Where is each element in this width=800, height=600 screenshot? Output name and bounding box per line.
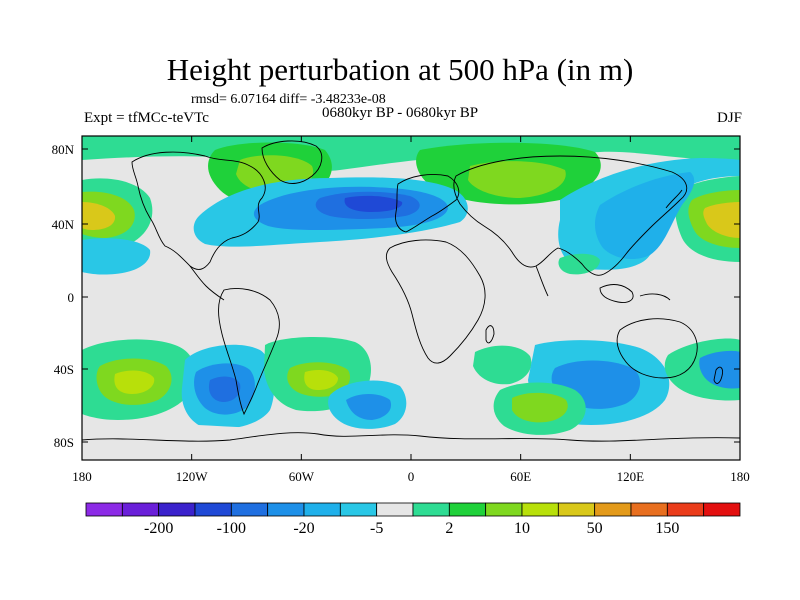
colorbar-label: 2 bbox=[445, 520, 453, 537]
colorbar bbox=[85, 502, 741, 517]
colorbar-label: 50 bbox=[587, 520, 603, 537]
contour-band-satlantic-deep bbox=[304, 370, 338, 390]
coast-australia bbox=[616, 318, 698, 379]
contour-band-siberia-strong bbox=[468, 161, 566, 198]
coast-new-guinea bbox=[639, 293, 671, 301]
lon-tick-label: 180 bbox=[730, 469, 750, 484]
colorbar-swatch bbox=[303, 502, 341, 517]
contour-band-npacific-negative-mid bbox=[594, 172, 695, 260]
colorbar-label: -200 bbox=[144, 520, 173, 537]
contour-band-aus-neg bbox=[699, 350, 740, 389]
colorbar-swatch bbox=[230, 502, 269, 517]
colorbar-swatch bbox=[121, 502, 160, 517]
contour-band-pacific-weak-neg bbox=[82, 238, 151, 275]
plot-title: Height perturbation at 500 hPa (in m) bbox=[166, 52, 634, 87]
lat-tick-label: 40N bbox=[52, 217, 75, 232]
colorbar-swatch bbox=[267, 502, 305, 517]
colorbar-swatch bbox=[557, 502, 596, 517]
contour-band-npacific-east-deepest bbox=[703, 202, 740, 238]
colorbar-swatch bbox=[485, 502, 523, 517]
lon-tick-label: 180 bbox=[72, 469, 92, 484]
stats-line: rmsd= 6.07164 diff= -3.48233e-08 bbox=[191, 92, 386, 107]
experiment-label: Expt = tfMCc-teVTc bbox=[84, 110, 209, 126]
coast-antarctica bbox=[82, 432, 740, 442]
coast-europe bbox=[395, 173, 460, 233]
contour-band-natlantic-deepest bbox=[344, 195, 403, 212]
latitude-ticks: 80N 40N 0 40S 80S bbox=[52, 142, 740, 450]
colorbar-label: -100 bbox=[217, 520, 246, 537]
lon-tick-label: 60W bbox=[289, 469, 315, 484]
colorbar-label: -5 bbox=[370, 520, 383, 537]
colorbar-swatch bbox=[85, 502, 123, 517]
lon-tick-label: 0 bbox=[408, 469, 415, 484]
lat-tick-label: 0 bbox=[68, 290, 75, 305]
colorbar-swatch bbox=[521, 502, 559, 517]
contour-field bbox=[82, 136, 740, 460]
longitude-ticks: 180 120W 60W 0 60E 120E 180 bbox=[72, 136, 750, 484]
contour-band-npacific-west-deepest bbox=[82, 202, 116, 230]
coast-madagascar bbox=[485, 325, 495, 344]
coast-greenland bbox=[261, 140, 323, 184]
coast-japan bbox=[665, 189, 683, 209]
colorbar-swatch bbox=[703, 502, 741, 517]
coast-asia bbox=[453, 155, 688, 276]
colorbar-labels: -200 -100 -20 -5 2 10 50 150 bbox=[144, 520, 679, 537]
contour-shading bbox=[82, 136, 740, 460]
coast-india bbox=[535, 265, 549, 297]
coast-central-america bbox=[189, 265, 225, 301]
colorbar-swatch bbox=[594, 502, 632, 517]
lon-tick-label: 120W bbox=[176, 469, 209, 484]
contour-band-southern-ocean-neg-strong bbox=[346, 394, 392, 420]
coast-africa bbox=[385, 239, 486, 364]
contour-band-sindian-light bbox=[473, 345, 532, 385]
coast-north-america bbox=[131, 151, 266, 270]
lon-tick-label: 60E bbox=[510, 469, 531, 484]
contour-band-sio-pos-strong bbox=[512, 392, 568, 423]
colorbar-swatch bbox=[194, 502, 232, 517]
colorbar-label: -20 bbox=[293, 520, 314, 537]
colorbar-swatch bbox=[666, 502, 705, 517]
colorbar-swatch bbox=[412, 502, 450, 517]
colorbar-label: 150 bbox=[655, 520, 679, 537]
lat-tick-label: 40S bbox=[54, 362, 74, 377]
lon-tick-label: 120E bbox=[617, 469, 645, 484]
period-label: 0680kyr BP - 0680kyr BP bbox=[322, 105, 479, 121]
lat-tick-label: 80N bbox=[52, 142, 75, 157]
lat-tick-label: 80S bbox=[54, 435, 74, 450]
coast-south-america bbox=[218, 288, 280, 416]
colorbar-swatch bbox=[376, 502, 414, 517]
contour-band-asia-weak-pos bbox=[558, 253, 600, 275]
antarctic-neutral bbox=[82, 422, 740, 460]
colorbar-swatch bbox=[158, 502, 196, 517]
coast-new-zealand bbox=[713, 366, 723, 384]
contour-band-spacific-neg-deep bbox=[208, 376, 241, 402]
contour-band-spacific-west-deep bbox=[114, 370, 155, 394]
season-label: DJF bbox=[716, 110, 742, 126]
coastlines bbox=[82, 140, 740, 442]
coast-se-asia-islands bbox=[599, 284, 634, 303]
colorbar-swatch bbox=[448, 502, 487, 517]
colorbar-swatch bbox=[339, 502, 378, 517]
colorbar-swatch bbox=[630, 502, 668, 517]
colorbar-label: 10 bbox=[514, 520, 530, 537]
